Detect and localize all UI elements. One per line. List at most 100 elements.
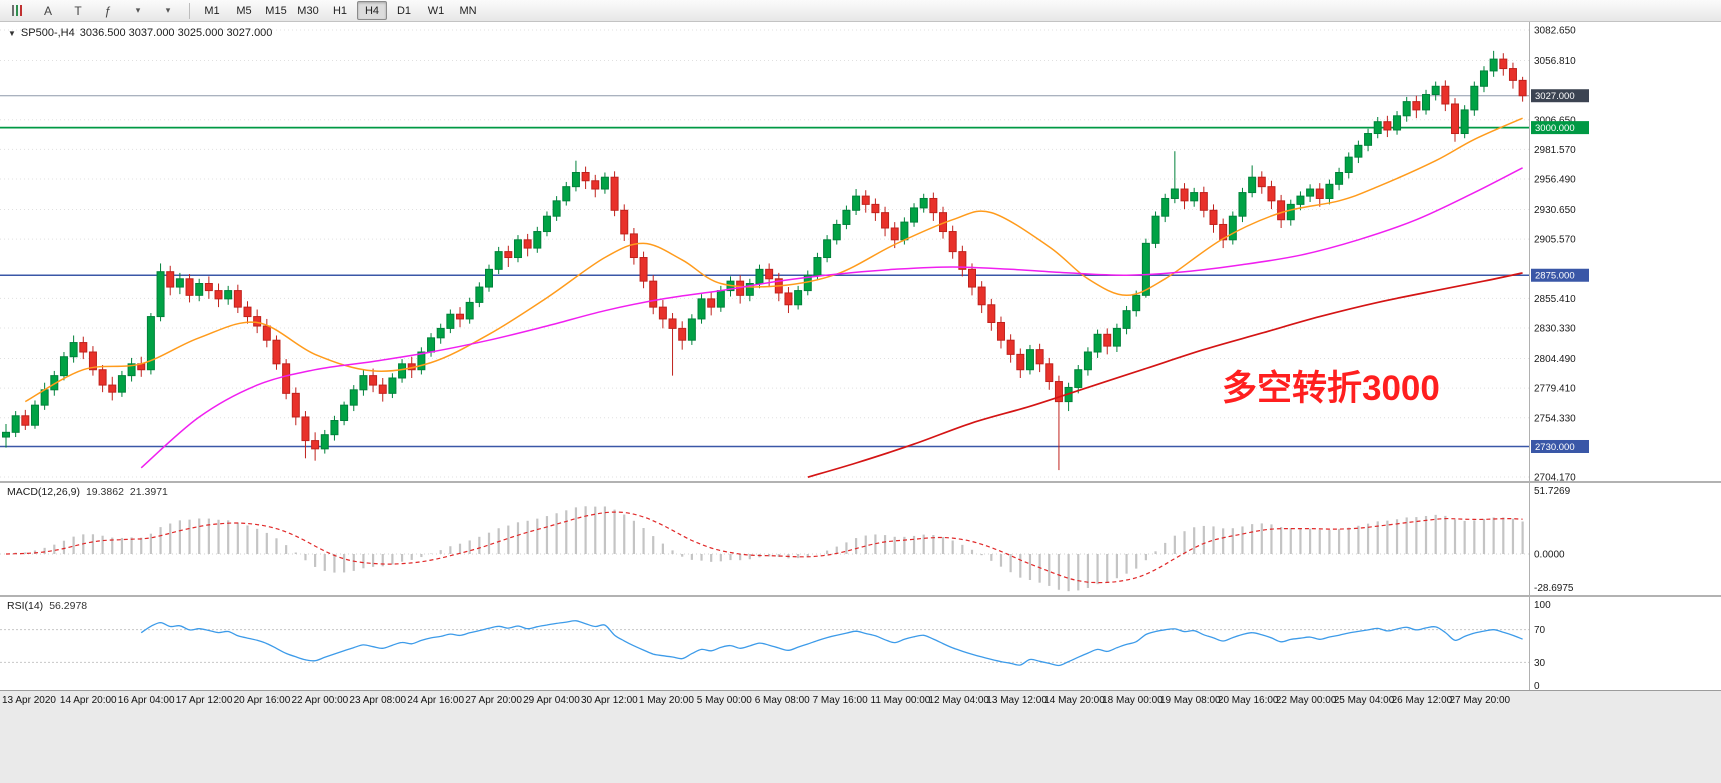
price-axis-label: 3056.810 (1534, 56, 1576, 67)
candle-body (59, 356, 68, 377)
rsi-svg: 100 70 30 0 (0, 597, 1551, 690)
price-axis-label: 3082.650 (1534, 26, 1576, 37)
level-3000-line-badge-label: 3000.000 (1535, 123, 1575, 134)
time-axis[interactable]: 13 Apr 2020 14 Apr 20:00 16 Apr 04:00 17 Ap… (0, 691, 1721, 711)
price-axis-label: 2855.410 (1534, 294, 1576, 305)
candle-body (1161, 197, 1170, 217)
candle-body (1219, 223, 1228, 241)
rsi-value: 56.2978 (49, 600, 88, 612)
candle-body (581, 171, 590, 182)
candle-body (2, 431, 10, 438)
candle-body (1431, 85, 1440, 96)
rsi-scale-label: 0 (1534, 681, 1540, 690)
candle-body (1402, 101, 1411, 117)
chart-bars-icon[interactable] (4, 1, 32, 21)
time-axis-label: 18 May 00:00 (1102, 695, 1163, 706)
price-axis-label: 2804.490 (1534, 354, 1576, 365)
candle-body (291, 392, 300, 418)
candle-body (639, 257, 648, 282)
dropdown-arrow-icon[interactable]: ▾ (165, 5, 171, 15)
candle-body (1460, 109, 1469, 135)
candle-body (890, 227, 899, 241)
candle-body (156, 271, 165, 318)
text-tool-icon[interactable]: T (74, 3, 82, 18)
time-axis-label: 20 May 16:00 (1217, 695, 1279, 706)
timeframe-button-h1[interactable]: H1 (332, 4, 348, 17)
price-chart-svg[interactable]: 3082.650 3056.810 3006.650 2981.570 2956.490… (0, 22, 1721, 481)
candle-body (185, 278, 194, 296)
candle-body (1508, 68, 1517, 81)
candle-body (1122, 310, 1131, 329)
macd-panel[interactable]: 51.7269 0.0000 -28.6975 (0, 483, 1721, 595)
timeframe-button-d1[interactable]: D1 (396, 4, 412, 17)
bid-price-line-badge (1531, 89, 1589, 103)
price-axis-label: 2754.330 (1534, 413, 1576, 424)
rsi-line (140, 620, 1523, 667)
candle-body (1335, 171, 1344, 185)
candle-body (552, 200, 561, 217)
timeframe-button-m30[interactable]: M30 (297, 4, 319, 17)
candle-body (765, 268, 774, 280)
time-axis-label: 26 May 12:00 (1391, 695, 1453, 706)
chart-annotation-text: 多空转折3000 (1222, 369, 1440, 408)
candle-body (69, 342, 78, 358)
candle-body (272, 339, 281, 365)
candle-body (1286, 203, 1295, 221)
candle-body (1364, 133, 1373, 146)
time-axis-label: 14 Apr 20:00 (59, 695, 117, 706)
ma-mid-magenta (140, 167, 1523, 469)
time-axis-label: 12 May 04:00 (928, 695, 989, 706)
candle-body (658, 306, 667, 320)
candle-body (1470, 85, 1479, 111)
candle-body (359, 375, 368, 391)
candle-body (224, 290, 233, 300)
candle-body (842, 209, 851, 225)
candle-body (1277, 200, 1286, 221)
candle-body (852, 195, 861, 211)
price-axis-label: 2905.570 (1534, 235, 1576, 246)
candle-body (1315, 188, 1324, 199)
candle-body (513, 239, 522, 259)
candle-body (427, 337, 436, 353)
timeframe-button-mn[interactable]: MN (459, 4, 477, 17)
candle-body (1054, 381, 1063, 403)
candle-body (214, 290, 223, 300)
dropdown-arrow-icon[interactable]: ▾ (135, 5, 141, 15)
candle-body (600, 176, 609, 190)
candle-body (900, 221, 909, 241)
candle-body (1257, 176, 1266, 188)
price-chart-panel[interactable]: 3082.650 3056.810 3006.650 2981.570 2956.490… (0, 22, 1721, 481)
indicators-icon[interactable]: ƒ (104, 3, 112, 18)
candle-body (378, 384, 387, 394)
candle-body (1267, 186, 1276, 202)
timeframe-button-w1[interactable]: W1 (427, 4, 445, 17)
timeframe-button-m15[interactable]: M15 (265, 4, 287, 17)
rsi-panel[interactable]: 100 70 30 0 (0, 597, 1721, 690)
candle-body (996, 321, 1005, 341)
candle-body (330, 420, 339, 436)
candle-body (243, 306, 252, 318)
candle-body (1151, 215, 1160, 244)
candle-body (1383, 121, 1392, 131)
ma-slow-red (807, 272, 1523, 479)
timeframe-button-m5[interactable]: M5 (236, 4, 252, 17)
candle-body (108, 384, 117, 393)
candle-body (485, 268, 493, 288)
macd-scale-label: 51.7269 (1534, 486, 1571, 497)
cursor-tool-icon[interactable]: A (43, 3, 52, 18)
timeframe-button-h4[interactable]: H4 (357, 1, 387, 20)
candle-body (649, 280, 658, 308)
panel-separator[interactable] (0, 481, 1721, 483)
candle-body (475, 286, 484, 303)
level-3000-line-badge (1531, 121, 1589, 135)
panel-separator[interactable] (0, 595, 1721, 597)
timeframe-button-m1[interactable]: M1 (204, 4, 220, 17)
candle-body (1393, 115, 1402, 131)
candle-body (1209, 209, 1218, 225)
level-2875-line-badge (1531, 268, 1589, 282)
chart-collapse-icon[interactable]: ▼ (8, 28, 16, 38)
candle-body (1344, 156, 1353, 173)
candle-body (1306, 188, 1315, 197)
candle-body (1489, 58, 1498, 72)
time-axis-label: 29 Apr 04:00 (523, 695, 580, 706)
